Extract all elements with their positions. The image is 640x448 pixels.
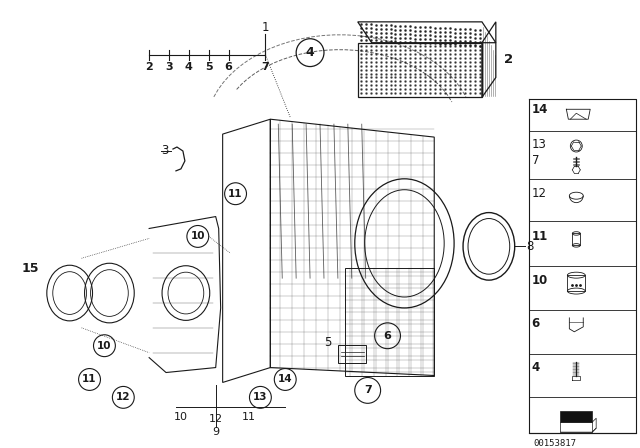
Text: 11: 11 [241, 412, 255, 422]
Text: 10: 10 [174, 412, 188, 422]
Text: 2: 2 [504, 53, 513, 66]
Text: 2: 2 [145, 61, 153, 72]
Text: 3: 3 [165, 61, 173, 72]
Text: 10: 10 [191, 232, 205, 241]
Text: 6: 6 [383, 331, 392, 341]
Text: 6: 6 [532, 317, 540, 330]
Text: 4: 4 [185, 61, 193, 72]
Text: 7: 7 [364, 385, 372, 396]
Text: 6: 6 [225, 61, 232, 72]
Text: 14: 14 [278, 375, 292, 384]
Bar [561, 422, 592, 432]
Text: 10: 10 [532, 274, 548, 287]
Text: 13: 13 [253, 392, 268, 402]
Text: 15: 15 [22, 262, 40, 275]
Text: 12: 12 [116, 392, 131, 402]
Bar [338, 345, 365, 362]
Text: 00153817: 00153817 [534, 439, 577, 448]
Text: 13: 13 [532, 138, 547, 151]
Text: 11: 11 [228, 189, 243, 199]
Text: 11: 11 [83, 375, 97, 384]
Text: 11: 11 [532, 230, 548, 243]
Text: 12: 12 [209, 414, 223, 424]
Text: 5: 5 [324, 336, 332, 349]
Text: 7: 7 [262, 61, 269, 72]
Text: 1: 1 [262, 22, 269, 34]
Text: 10: 10 [97, 340, 112, 351]
Text: 4: 4 [306, 46, 314, 59]
Text: 9: 9 [212, 427, 220, 437]
Text: 3: 3 [161, 145, 168, 158]
Text: 14: 14 [532, 103, 548, 116]
Bar [561, 411, 592, 422]
Text: 8: 8 [527, 240, 534, 253]
Text: 7: 7 [532, 155, 539, 168]
Text: 12: 12 [532, 187, 547, 200]
Text: 5: 5 [205, 61, 212, 72]
Text: 4: 4 [532, 361, 540, 374]
